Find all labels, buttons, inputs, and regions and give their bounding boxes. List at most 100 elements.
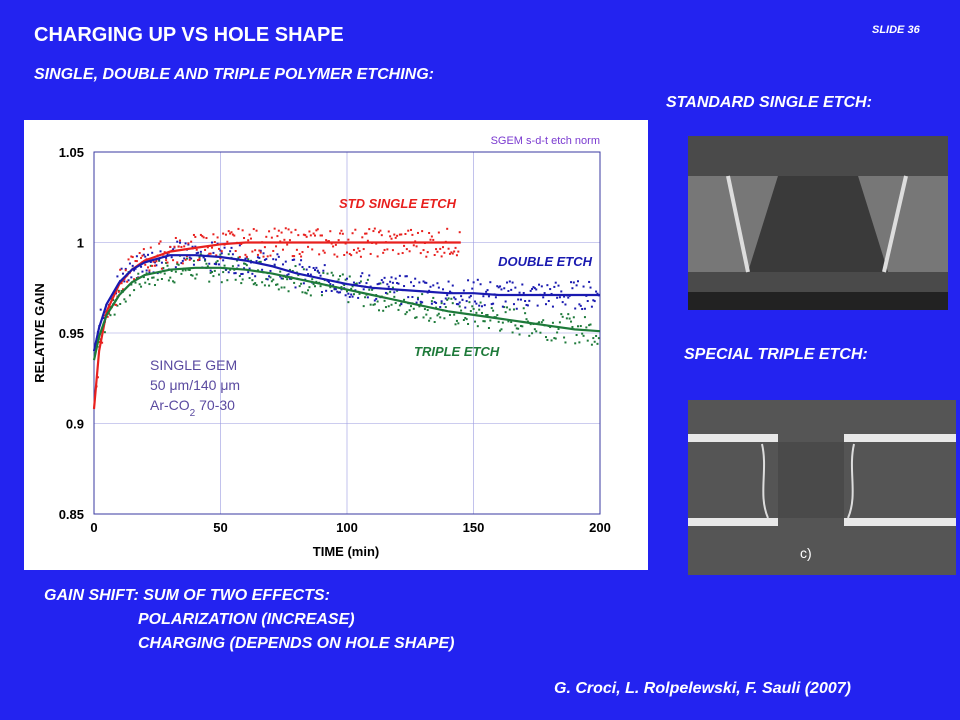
data-point xyxy=(248,267,251,270)
data-point xyxy=(300,255,303,258)
data-point xyxy=(379,282,382,285)
data-point xyxy=(312,266,315,269)
data-point xyxy=(109,314,112,317)
data-point xyxy=(352,248,355,251)
data-point xyxy=(251,250,254,253)
data-point xyxy=(507,320,510,323)
data-point xyxy=(259,260,262,263)
data-point xyxy=(165,261,168,264)
data-point xyxy=(478,308,481,311)
note-line-2: 50 μm/140 μm xyxy=(150,377,240,393)
data-point xyxy=(346,251,348,254)
data-point xyxy=(322,249,325,252)
data-point xyxy=(372,230,375,233)
data-point xyxy=(336,290,339,293)
data-point xyxy=(173,245,176,248)
data-point xyxy=(290,231,293,234)
data-point xyxy=(398,304,401,307)
data-point xyxy=(305,268,308,271)
data-point xyxy=(240,273,243,276)
y-tick-label: 0.85 xyxy=(59,507,84,522)
data-point xyxy=(332,284,335,287)
data-point xyxy=(433,321,436,324)
data-point xyxy=(455,319,458,322)
series-label-double: DOUBLE ETCH xyxy=(498,254,593,269)
data-point xyxy=(277,255,280,258)
data-point xyxy=(284,260,287,263)
data-point xyxy=(206,246,209,249)
data-point xyxy=(343,253,346,256)
data-point xyxy=(563,295,566,298)
data-point xyxy=(581,308,584,311)
data-point xyxy=(158,242,161,245)
data-point xyxy=(197,259,200,262)
data-point xyxy=(160,261,163,264)
data-point xyxy=(341,273,344,276)
data-point xyxy=(518,291,521,294)
data-point xyxy=(448,290,451,293)
data-point xyxy=(117,289,120,292)
data-point xyxy=(153,261,156,264)
data-point xyxy=(556,331,559,334)
data-point xyxy=(382,309,385,312)
data-point xyxy=(179,239,182,242)
data-point xyxy=(290,278,293,281)
data-point xyxy=(215,254,218,257)
data-point xyxy=(208,252,211,255)
data-point xyxy=(269,276,272,279)
axis-ticks: 0 50 100 150 200 0.85 0.9 0.95 1 1.05 xyxy=(59,145,611,535)
data-point xyxy=(135,255,138,258)
data-point xyxy=(366,239,369,242)
data-point xyxy=(128,294,131,297)
data-point xyxy=(556,296,559,299)
data-point xyxy=(276,235,279,238)
data-point xyxy=(567,296,570,299)
data-point xyxy=(504,300,507,303)
data-point xyxy=(526,320,529,323)
data-point xyxy=(579,325,582,328)
data-point xyxy=(521,325,524,328)
data-point xyxy=(270,280,273,283)
data-point xyxy=(375,242,378,245)
data-point xyxy=(339,232,342,235)
data-point xyxy=(101,341,104,344)
data-point xyxy=(457,303,460,306)
data-point xyxy=(208,262,211,265)
data-point xyxy=(151,251,154,254)
data-point xyxy=(432,284,435,287)
data-point xyxy=(515,307,518,310)
data-point xyxy=(396,281,399,284)
data-point xyxy=(258,249,261,252)
data-point xyxy=(497,320,500,323)
data-point xyxy=(126,280,129,283)
data-point xyxy=(595,334,598,337)
data-point xyxy=(368,274,371,277)
data-point xyxy=(153,264,156,267)
data-point xyxy=(551,321,554,324)
data-point xyxy=(408,309,411,312)
data-point xyxy=(135,260,138,263)
data-point xyxy=(542,319,545,322)
data-point xyxy=(262,252,265,255)
data-point xyxy=(348,295,351,298)
data-point xyxy=(219,257,222,260)
data-point xyxy=(286,274,289,277)
data-point xyxy=(231,253,234,256)
data-point xyxy=(319,234,322,237)
data-point xyxy=(138,283,141,286)
data-point xyxy=(465,300,468,303)
data-point xyxy=(418,281,421,284)
data-point xyxy=(485,314,488,317)
data-point xyxy=(226,240,229,243)
data-point xyxy=(581,332,584,335)
data-point xyxy=(103,331,106,334)
data-point xyxy=(251,272,254,275)
data-point xyxy=(320,294,323,297)
data-point xyxy=(430,300,433,303)
y-axis-label: RELATIVE GAIN xyxy=(32,283,47,382)
data-point xyxy=(270,236,273,239)
data-point xyxy=(401,252,404,255)
data-point xyxy=(130,255,133,258)
data-point xyxy=(323,264,326,267)
data-point xyxy=(181,262,184,265)
